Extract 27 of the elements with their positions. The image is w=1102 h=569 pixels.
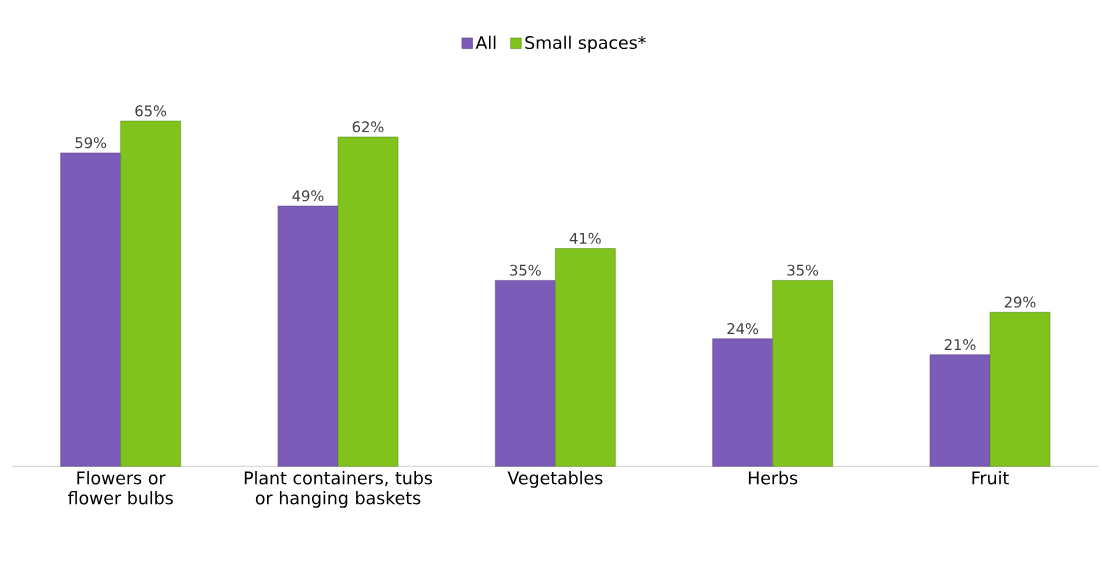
legend-label: All xyxy=(475,35,496,49)
bar xyxy=(60,152,121,467)
bar xyxy=(989,312,1051,467)
data-label: 21% xyxy=(944,339,976,351)
x-tick-label: Plant containers, tubs or hanging baskets xyxy=(244,471,433,508)
data-label: 59% xyxy=(75,137,107,149)
bar xyxy=(277,205,339,467)
bar xyxy=(929,354,991,467)
bar xyxy=(337,136,399,467)
data-label: 29% xyxy=(1004,296,1036,308)
data-label: 24% xyxy=(727,323,759,335)
legend-label: Small spaces* xyxy=(525,35,646,53)
data-label: 41% xyxy=(569,232,601,244)
data-label: 35% xyxy=(787,264,819,276)
x-tick-label: Herbs xyxy=(748,471,798,485)
bar xyxy=(712,338,773,467)
bar xyxy=(120,120,181,467)
data-label: 35% xyxy=(510,264,541,276)
data-label: 49% xyxy=(292,190,324,202)
x-tick-label: Flowers or flower bulbs xyxy=(68,471,173,505)
x-tick-label: Vegetables xyxy=(507,471,603,488)
bar xyxy=(495,280,556,467)
data-label: 65% xyxy=(135,105,167,117)
bar xyxy=(555,248,616,467)
bar xyxy=(772,280,833,467)
data-label: 62% xyxy=(352,121,384,133)
x-tick-label: Fruit xyxy=(972,471,1009,485)
